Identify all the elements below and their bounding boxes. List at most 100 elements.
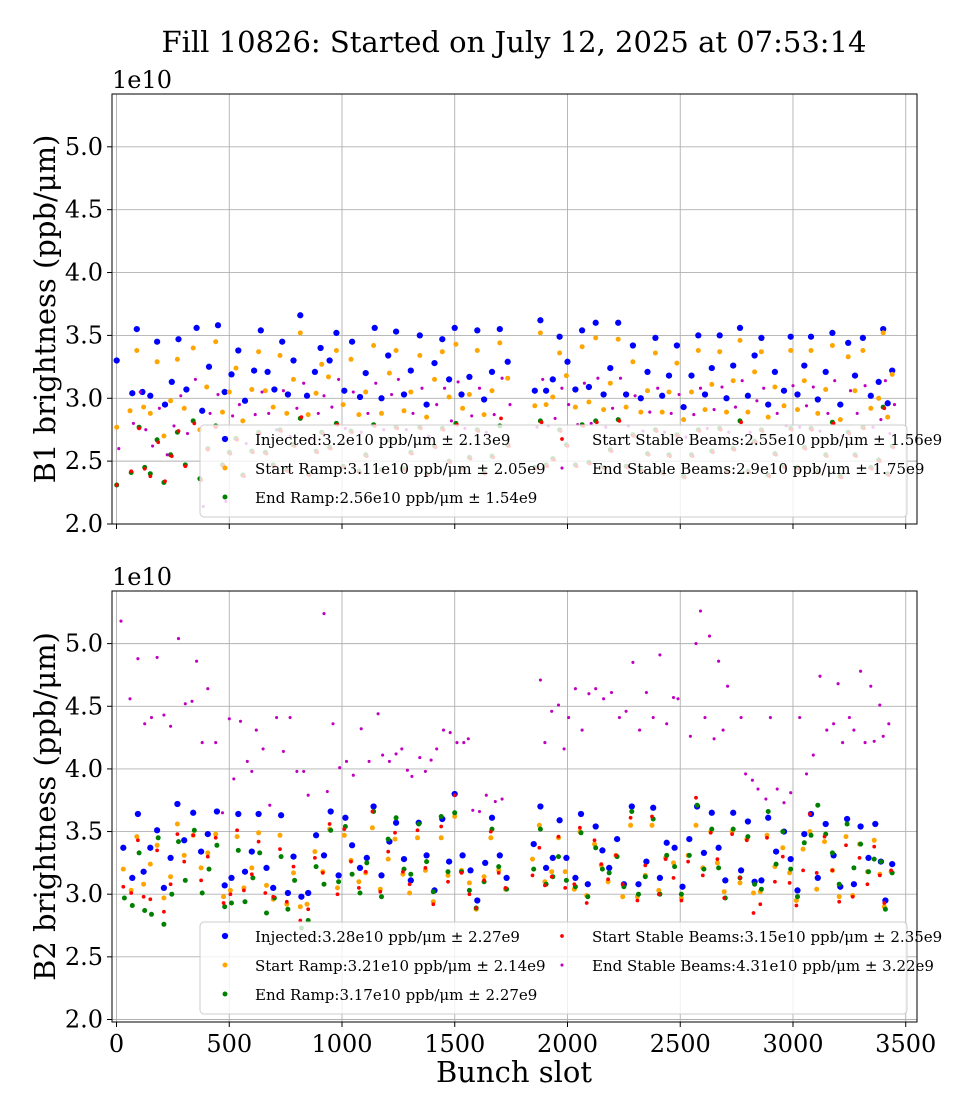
- data-point: [880, 330, 886, 336]
- data-point: [572, 404, 578, 410]
- data-point: [814, 886, 820, 892]
- data-point: [672, 864, 678, 870]
- data-point: [333, 329, 340, 337]
- data-point: [357, 886, 361, 890]
- data-point: [823, 387, 829, 392]
- data-point: [183, 702, 187, 706]
- data-point: [592, 838, 597, 843]
- data-point: [837, 899, 842, 904]
- data-point: [845, 339, 852, 347]
- data-point: [392, 819, 400, 826]
- data-point: [206, 687, 210, 691]
- data-point: [836, 881, 842, 887]
- data-point: [161, 895, 167, 901]
- data-point: [855, 411, 859, 415]
- data-point: [326, 374, 331, 380]
- data-point: [730, 362, 737, 369]
- data-point: [808, 348, 814, 353]
- data-point: [863, 384, 867, 388]
- data-point: [264, 882, 269, 888]
- data-point: [141, 894, 146, 899]
- data-point: [387, 759, 391, 763]
- data-point: [678, 891, 684, 897]
- data-point: [253, 413, 257, 417]
- data-point: [789, 791, 793, 795]
- data-point: [231, 414, 235, 418]
- data-point: [628, 815, 633, 820]
- data-point: [549, 869, 555, 875]
- data-point: [892, 403, 897, 407]
- data-point: [168, 874, 174, 880]
- data-point: [140, 868, 147, 875]
- data-point: [715, 857, 720, 861]
- data-point: [664, 852, 670, 858]
- data-point: [235, 810, 242, 818]
- legend-marker: [560, 466, 564, 470]
- data-point: [584, 901, 589, 905]
- data-point: [348, 356, 354, 362]
- data-point: [267, 411, 271, 415]
- data-point: [221, 894, 227, 900]
- data-point: [335, 885, 340, 891]
- data-point: [330, 405, 334, 409]
- data-point: [794, 391, 801, 398]
- data-point: [857, 823, 864, 830]
- data-point: [149, 715, 154, 720]
- data-point: [745, 834, 751, 840]
- data-point: [405, 768, 409, 772]
- data-point: [780, 829, 786, 835]
- data-point: [698, 386, 703, 390]
- data-point: [609, 690, 614, 695]
- data-point: [889, 367, 896, 374]
- data-point: [644, 368, 651, 376]
- legend-entry: Start Ramp:3.11e10 ppb/μm ± 2.05e9: [222, 460, 546, 478]
- axis-offset-text: 1e10: [112, 66, 172, 94]
- data-point: [676, 697, 680, 701]
- data-point: [775, 787, 779, 791]
- data-point: [401, 408, 407, 414]
- data-point: [698, 609, 703, 613]
- data-point: [765, 835, 769, 840]
- data-point: [250, 769, 254, 773]
- data-point: [765, 401, 772, 408]
- data-point: [882, 901, 887, 905]
- data-point: [235, 847, 241, 853]
- data-point: [147, 392, 154, 399]
- data-point: [322, 612, 326, 616]
- data-point: [758, 877, 765, 884]
- legend-marker: [560, 934, 564, 938]
- chart-panels: 2.0 2.5 3.0 3.5 4.0 4.5 5.0 1e10 B1 brightness (…: [28, 66, 942, 1058]
- data-point: [599, 866, 605, 872]
- data-point: [270, 404, 276, 410]
- data-point: [826, 411, 830, 415]
- data-point: [439, 349, 445, 355]
- data-point: [136, 838, 140, 843]
- data-point: [471, 808, 475, 812]
- data-point: [460, 405, 466, 411]
- data-point: [453, 341, 459, 347]
- data-point: [686, 835, 693, 843]
- data-point: [416, 821, 422, 827]
- data-point: [594, 420, 599, 425]
- data-point: [829, 850, 835, 856]
- data-point: [844, 843, 848, 848]
- data-point: [208, 411, 212, 415]
- data-point: [801, 378, 807, 384]
- data-point: [291, 376, 296, 382]
- data-point: [644, 690, 648, 695]
- data-point: [313, 856, 317, 860]
- data-point: [400, 855, 408, 863]
- figure-title: Fill 10826: Started on July 12, 2025 at …: [162, 25, 867, 59]
- data-point: [228, 874, 235, 882]
- data-point: [617, 419, 622, 423]
- data-point: [176, 637, 181, 641]
- data-point: [837, 417, 843, 423]
- legend-marker: [222, 465, 228, 471]
- data-point: [288, 715, 292, 720]
- data-point: [579, 344, 585, 350]
- data-point: [328, 827, 334, 833]
- data-point: [341, 387, 348, 394]
- data-point: [596, 376, 600, 380]
- data-point: [216, 392, 220, 397]
- data-point: [305, 889, 312, 897]
